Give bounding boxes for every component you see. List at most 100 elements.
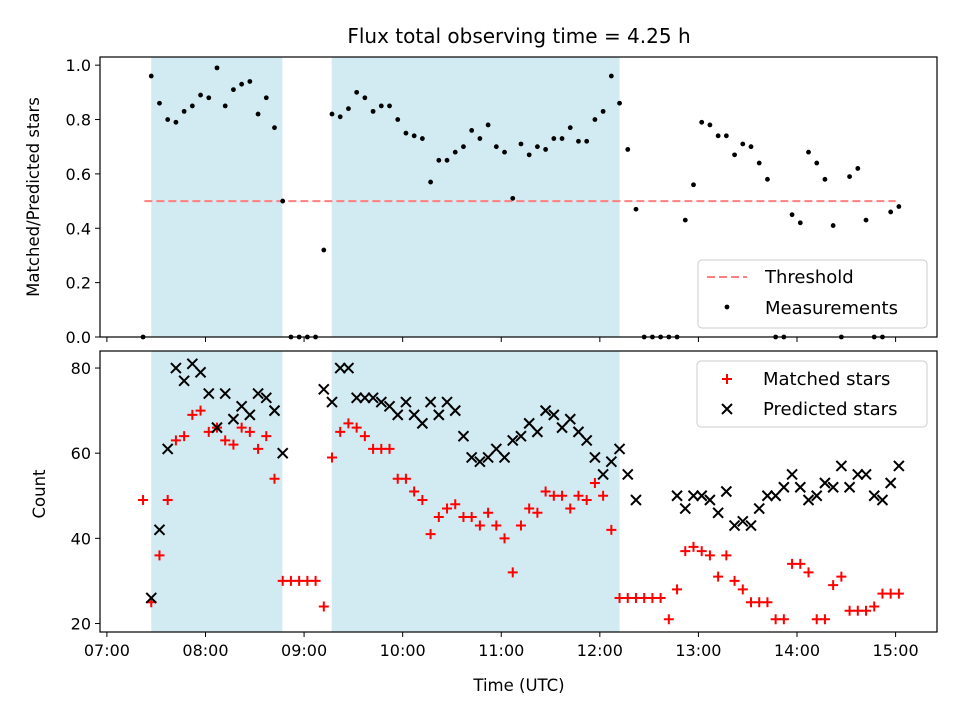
predicted-stars-point <box>219 387 231 400</box>
measurement-point <box>387 103 392 109</box>
measurement-point <box>370 108 376 114</box>
measurement-point <box>469 127 475 133</box>
predicted-stars-point <box>227 413 240 425</box>
matched-stars-point <box>515 520 526 531</box>
measurements-series <box>140 65 902 340</box>
predicted-stars-point <box>827 481 839 493</box>
measurement-point <box>806 149 811 155</box>
x-tick-label: 08:00 <box>182 641 228 660</box>
matched-stars-point <box>244 426 255 437</box>
count-y-axis: 20 40 60 80 <box>71 359 100 633</box>
predicted-stars-point <box>318 383 330 396</box>
matched-stars-point <box>327 452 338 463</box>
predicted-stars-point <box>433 409 445 421</box>
shaded-interval <box>331 57 620 337</box>
matched-stars-point <box>400 473 411 484</box>
matched-stars-point <box>778 614 789 625</box>
measurement-point <box>748 144 754 150</box>
x-tick-label: 11:00 <box>478 641 524 660</box>
measurement-point <box>165 117 171 122</box>
measurement-point <box>428 179 433 185</box>
measurement-point <box>436 157 442 163</box>
measurement-point <box>403 130 409 136</box>
measurement-point <box>214 65 220 71</box>
matched-stars-point <box>869 601 880 612</box>
predicted-stars-point <box>589 451 601 464</box>
measurement-point <box>526 152 532 158</box>
matched-stars-point <box>565 503 576 514</box>
predicted-stars-point <box>761 490 774 502</box>
matched-stars-point <box>359 431 370 442</box>
measurement-point <box>576 138 581 144</box>
matched-stars-point <box>663 614 674 625</box>
predicted-stars-point <box>359 392 371 404</box>
predicted-stars-point <box>268 404 281 417</box>
predicted-stars-point <box>161 443 174 455</box>
matched-stars-point <box>474 520 485 531</box>
measurement-point <box>592 117 598 122</box>
predicted-stars-point <box>326 396 338 408</box>
measurement-point <box>814 160 820 166</box>
matched-stars-point <box>540 486 551 497</box>
matched-stars-point <box>532 507 543 518</box>
x-tick-label: 10:00 <box>380 641 426 660</box>
predicted-stars-point <box>375 396 388 408</box>
predicted-stars-point <box>170 362 182 374</box>
predicted-stars-point <box>794 481 807 493</box>
y-tick-label: 20 <box>71 614 91 633</box>
chart-title: Flux total observing time = 4.25 h <box>347 24 690 48</box>
measurement-point <box>419 136 425 141</box>
measurement-point <box>600 108 606 114</box>
x-tick-label: 07:00 <box>84 641 130 660</box>
predicted-stars-point <box>843 481 856 493</box>
matched-stars-point <box>729 575 740 586</box>
matched-stars-point <box>762 597 773 608</box>
matched-stars-point <box>893 588 904 599</box>
predicted-stars-point <box>671 490 683 502</box>
measurement-point <box>272 125 277 131</box>
matched-stars-point <box>499 533 510 544</box>
predicted-stars-point <box>465 451 478 464</box>
count-legend: Matched stars Predicted stars <box>696 360 928 428</box>
x-tick-label: 14:00 <box>774 641 820 660</box>
matched-stars-point <box>442 503 453 514</box>
matched-stars-point <box>721 550 732 561</box>
measurement-point <box>896 204 902 209</box>
predicted-stars-point <box>424 396 437 408</box>
measurement-point <box>756 160 762 166</box>
measurement-point <box>247 79 253 84</box>
predicted-stars-point <box>490 443 503 455</box>
matched-stars-point <box>261 431 272 442</box>
predicted-stars-point <box>153 524 166 536</box>
predicted-stars-point <box>695 490 708 502</box>
matched-stars-point <box>819 614 830 625</box>
measurement-point <box>239 81 245 87</box>
measurement-point <box>337 114 343 120</box>
predicted-stars-point <box>704 494 716 506</box>
predicted-stars-point <box>630 494 642 506</box>
predicted-stars-point <box>556 421 568 434</box>
predicted-stars-point <box>580 434 593 447</box>
measurement-point <box>830 223 836 228</box>
matched-stars-point <box>170 435 181 446</box>
measurement-point <box>789 212 795 218</box>
measurement-point <box>493 144 499 150</box>
measurement-point <box>847 174 852 180</box>
predicted-stars-point <box>679 502 691 515</box>
matched-stars-point <box>187 409 198 420</box>
predicted-stars-point <box>728 519 741 532</box>
predicted-stars-point <box>441 396 453 408</box>
measurement-point <box>395 117 401 122</box>
predicted-stars-point <box>819 477 831 489</box>
shaded-interval <box>331 351 620 632</box>
predicted-stars-point <box>893 460 905 472</box>
measurement-point <box>732 152 737 158</box>
matched-stars-point <box>655 592 666 603</box>
measurement-point <box>411 133 417 139</box>
x-tick-label: 15:00 <box>873 641 919 660</box>
predicted-stars-point <box>186 358 199 370</box>
y-tick-label: 1.0 <box>66 56 91 75</box>
predicted-stars-point <box>408 409 420 421</box>
predicted-stars-point <box>884 477 897 489</box>
measurement-point <box>797 220 803 226</box>
